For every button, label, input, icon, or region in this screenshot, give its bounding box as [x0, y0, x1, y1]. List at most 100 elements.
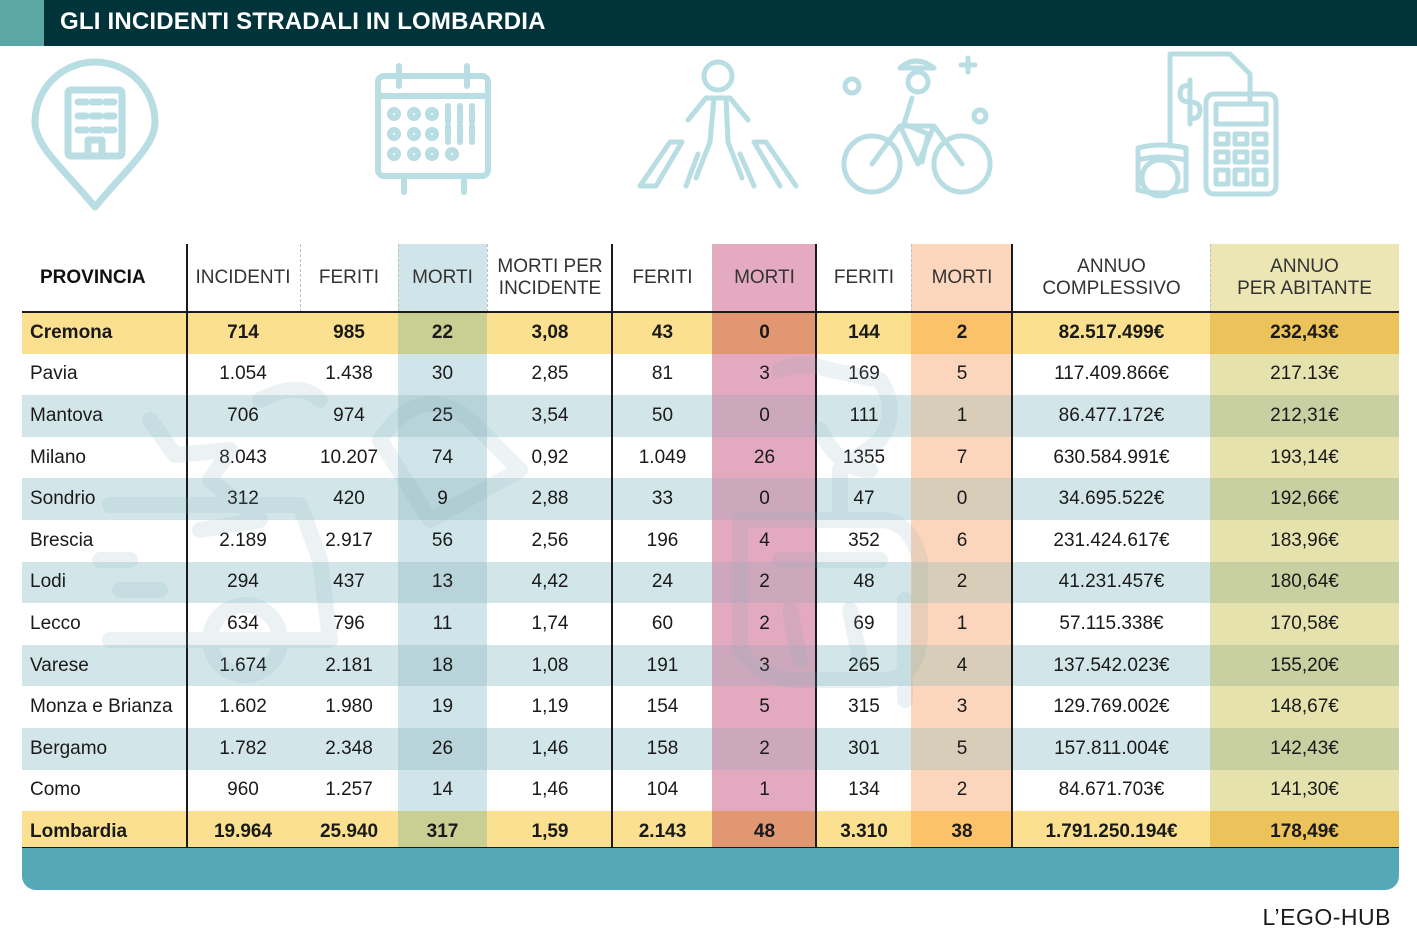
table-cell-ciclisti-feriti: 3.310: [840, 820, 888, 842]
table-cell-feriti: 2.348: [325, 737, 373, 759]
header-ciclisti-feriti: FERITI: [833, 267, 895, 288]
table-cell-pedoni-feriti: 50: [651, 404, 674, 426]
table-cell-ciclisti-morti: 3: [911, 686, 1013, 728]
group-divider: [815, 244, 817, 853]
table-cell-ciclisti-feriti: 144: [848, 321, 880, 343]
row-provincia: Mantova: [30, 404, 103, 426]
table-row: [22, 395, 1399, 437]
table-cell-incidenti: 1.054: [219, 363, 267, 385]
table-row: [22, 769, 1399, 812]
table-cell-annuo-complessivo: 86.477.172€: [1058, 404, 1165, 426]
table-cell-annuo-complessivo: 630.584.991€: [1053, 446, 1170, 468]
table-cell-ciclisti-morti: 1: [911, 395, 1013, 437]
header-annuo-abitante: ANNUO PER ABITANTE: [1210, 244, 1399, 312]
group-ciclisti-label: CICLISTI: [868, 211, 961, 236]
table-cell-ciclisti-feriti: 265: [848, 654, 880, 676]
row-provincia: Milano: [30, 446, 86, 468]
table-cell-feriti: 985: [333, 321, 365, 343]
row-provincia: Pavia: [30, 363, 78, 385]
table-row: [22, 728, 1399, 770]
page-title: GLI INCIDENTI STRADALI IN LOMBARDIA: [60, 8, 546, 35]
table-cell-ciclisti-feriti: 315: [848, 696, 880, 718]
column-divider: [398, 244, 399, 312]
table-cell-morti: 56: [398, 520, 487, 562]
table-cell-annuo-abitante: 180,64€: [1210, 561, 1399, 604]
table-cell-feriti: 796: [333, 612, 365, 634]
table-cell-annuo-abitante: 193,14€: [1210, 436, 1399, 479]
group-costo-sociale-label: COSTO SOCIALE: [1115, 211, 1297, 236]
table-cell-morti-per-incidente: 1,46: [531, 779, 569, 801]
table-cell-feriti: 420: [333, 488, 365, 510]
group-pedoni-label: PEDONI: [672, 211, 757, 236]
header-ciclisti-morti: MORTI: [911, 244, 1013, 312]
table-cell-pedoni-morti: 2: [712, 603, 817, 645]
table-row: [22, 686, 1399, 728]
table-footer-bar: [22, 848, 1399, 890]
table-cell-morti-per-incidente: 2,88: [531, 488, 569, 510]
row-provincia: Cremona: [30, 321, 113, 343]
group-totali: TOTALI: [186, 204, 610, 244]
table-cell-incidenti: 706: [227, 404, 259, 426]
table-cell-ciclisti-feriti: 1355: [842, 446, 886, 468]
table-cell-morti: 19: [398, 686, 487, 728]
table-row: [22, 520, 1399, 562]
table-cell-incidenti: 634: [227, 612, 259, 634]
table-cell-annuo-abitante: 192,66€: [1210, 478, 1399, 520]
table-cell-morti: 26: [398, 728, 487, 770]
table-cell-pedoni-feriti: 81: [651, 363, 674, 385]
table-cell-pedoni-feriti: 60: [651, 612, 674, 634]
table-row: [22, 312, 1399, 354]
table-cell-ciclisti-feriti: 301: [848, 737, 880, 759]
table-cell-morti: 22: [398, 312, 487, 354]
row-provincia: Varese: [30, 654, 89, 676]
table-cell-feriti: 1.257: [325, 779, 373, 801]
table-row: [22, 811, 1399, 853]
table-cell-feriti: 437: [333, 571, 365, 593]
table-cell-ciclisti-morti: 0: [911, 478, 1013, 520]
table-cell-annuo-complessivo: 137.542.023€: [1053, 654, 1170, 676]
header-morti: MORTI: [398, 244, 487, 312]
header-rule: [22, 311, 1399, 313]
table-row: [22, 561, 1399, 604]
header-annuo-complessivo: ANNUO COMPLESSIVO: [1042, 256, 1181, 299]
table-cell-pedoni-morti: 3: [712, 644, 817, 687]
table-cell-morti: 30: [398, 353, 487, 396]
header-feriti: FERITI: [318, 267, 380, 288]
table-cell-ciclisti-feriti: 48: [853, 571, 875, 593]
table-cell-annuo-complessivo: 117.409.866€: [1054, 363, 1169, 385]
table-cell-ciclisti-morti: 38: [911, 811, 1013, 853]
group-pedoni: PEDONI: [613, 204, 816, 244]
group-totali-label: TOTALI: [359, 211, 437, 236]
title-accent: [0, 0, 48, 46]
header-pedoni-feriti: FERITI: [632, 267, 693, 288]
column-divider: [487, 244, 488, 312]
table-cell-annuo-abitante: 142,43€: [1210, 728, 1399, 770]
table-cell-annuo-complessivo: 157.811.004€: [1054, 737, 1169, 759]
table-cell-annuo-abitante: 155,20€: [1210, 644, 1399, 687]
table-row: [22, 353, 1399, 396]
header-provincia: PROVINCIA: [40, 267, 146, 288]
row-provincia: Brescia: [30, 529, 94, 551]
table-cell-morti-per-incidente: 3,54: [531, 404, 569, 426]
table-cell-ciclisti-morti: 5: [911, 728, 1013, 770]
table-cell-ciclisti-feriti: 352: [848, 529, 880, 551]
table-cell-pedoni-feriti: 33: [651, 488, 674, 510]
table-cell-pedoni-morti: 0: [712, 478, 817, 520]
group-divider: [1011, 244, 1013, 853]
table-cell-ciclisti-feriti: 134: [848, 779, 880, 801]
table-cell-incidenti: 312: [227, 488, 259, 510]
table-cell-feriti: 25.940: [319, 820, 379, 842]
table-cell-morti-per-incidente: 1,08: [531, 654, 569, 676]
table-cell-incidenti: 714: [227, 321, 259, 343]
table-cell-ciclisti-morti: 2: [911, 312, 1013, 354]
table-cell-ciclisti-feriti: 169: [848, 363, 880, 385]
row-provincia: Monza e Brianza: [30, 696, 173, 718]
table-cell-annuo-abitante: 217.13€: [1210, 353, 1399, 396]
header-morti-per-incidente: MORTI PER INCIDENTE: [497, 256, 603, 299]
table-row: [22, 644, 1399, 687]
table-cell-annuo-complessivo: 231.424.617€: [1053, 529, 1170, 551]
table-cell-feriti: 2.181: [325, 654, 373, 676]
table-cell-pedoni-feriti: 24: [651, 571, 674, 593]
row-provincia: Lecco: [30, 612, 81, 634]
table-cell-morti-per-incidente: 1,74: [531, 612, 569, 634]
